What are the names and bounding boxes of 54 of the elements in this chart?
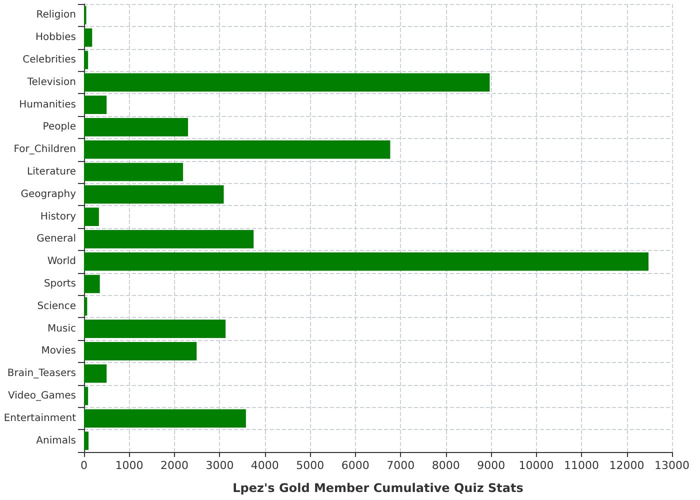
- x-tick-label: 1000: [115, 459, 144, 472]
- y-tick-label: Entertainment: [4, 412, 76, 424]
- y-tick-label: Religion: [36, 10, 76, 21]
- x-tick-label: 8000: [432, 459, 460, 472]
- bar: [84, 386, 88, 406]
- x-tick-label: 4000: [250, 459, 279, 472]
- bar: [84, 208, 99, 226]
- y-tick-label: Video_Games: [8, 390, 76, 402]
- y-tick-label: History: [40, 211, 76, 222]
- y-tick-label: Literature: [27, 166, 76, 178]
- y-tick-label: General: [36, 234, 76, 245]
- bar: [84, 320, 226, 338]
- x-tick-label: 2000: [160, 459, 188, 472]
- bar: [84, 297, 88, 316]
- y-tick-label: Brain_Teasers: [7, 368, 76, 380]
- x-tick-label: 3000: [206, 459, 234, 472]
- bar: [84, 162, 184, 182]
- bar: [84, 432, 89, 450]
- bar: [84, 409, 246, 428]
- x-tick-label: 7000: [386, 459, 415, 472]
- y-tick-label: Animals: [36, 435, 76, 446]
- bar: [84, 96, 107, 114]
- y-tick-label: World: [47, 256, 76, 268]
- x-tick-label: 5000: [296, 459, 324, 472]
- x-tick-label: 11000: [564, 459, 600, 472]
- bar: [84, 274, 100, 294]
- bar: [84, 364, 107, 383]
- x-tick-label: 9000: [477, 459, 506, 472]
- bar: [84, 28, 92, 47]
- y-tick-label: Hobbies: [36, 32, 76, 44]
- y-tick-label: Celebrities: [22, 54, 76, 66]
- bar: [84, 252, 648, 271]
- y-tick-label: Television: [26, 76, 76, 88]
- y-tick-label: Geography: [20, 188, 76, 200]
- x-tick-label: 10000: [518, 459, 554, 472]
- y-tick-label: Sports: [44, 278, 76, 290]
- bar: [84, 342, 197, 360]
- y-tick-label: Movies: [41, 346, 76, 357]
- y-tick-label: People: [42, 122, 76, 133]
- y-tick-label: Humanities: [19, 99, 76, 110]
- y-tick-label: Science: [37, 300, 76, 312]
- bar: [84, 73, 490, 92]
- bar: [84, 230, 254, 248]
- x-tick-label: 13000: [654, 459, 690, 472]
- y-tick-label: Music: [48, 323, 76, 334]
- x-tick-label: 0: [80, 459, 88, 472]
- bar: [84, 185, 224, 204]
- bar: [84, 140, 390, 159]
- bar: [84, 118, 188, 136]
- x-axis-title: Lpez's Gold Member Cumulative Quiz Stats: [232, 481, 524, 495]
- bar: [84, 50, 88, 70]
- y-tick-label: For_Children: [14, 144, 76, 156]
- x-tick-label: 6000: [341, 459, 370, 472]
- x-tick-label: 12000: [609, 459, 644, 472]
